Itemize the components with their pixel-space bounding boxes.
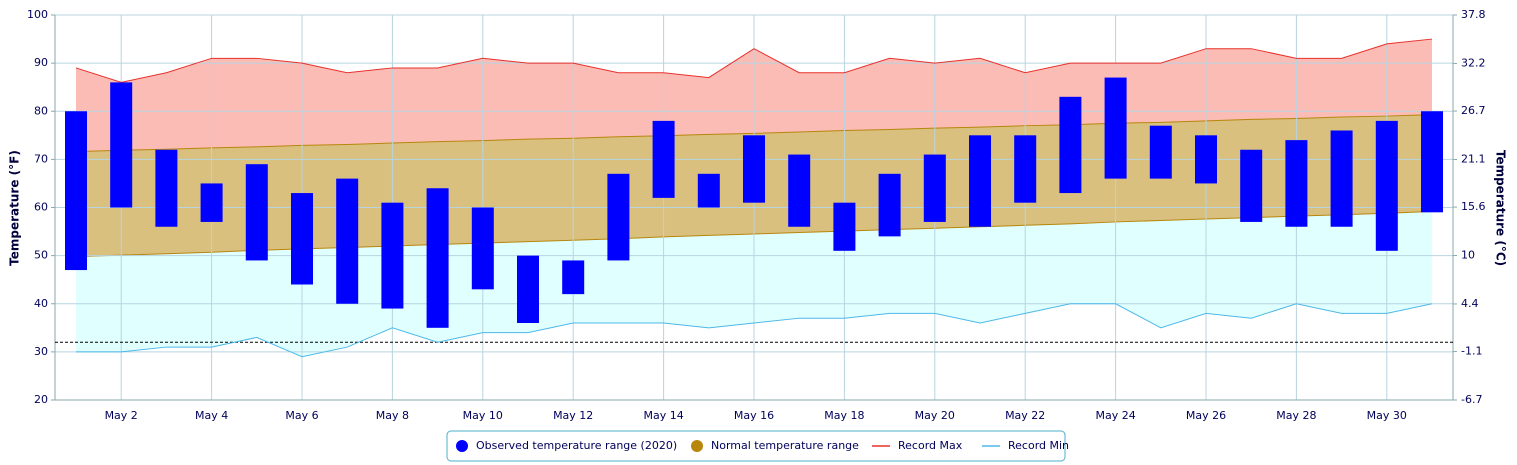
y2-tick-label: 21.1 bbox=[1461, 152, 1486, 165]
legend-marker[interactable] bbox=[456, 440, 468, 452]
observed-bar bbox=[833, 202, 856, 251]
y-tick-label: 70 bbox=[34, 152, 48, 165]
x-tick-label: May 26 bbox=[1186, 409, 1226, 422]
observed-bar bbox=[426, 188, 449, 328]
y2-tick-label: 4.4 bbox=[1461, 297, 1479, 310]
x-tick-label: May 6 bbox=[285, 409, 318, 422]
y-tick-label: 60 bbox=[34, 201, 48, 214]
observed-bar bbox=[969, 135, 991, 227]
y-axis-title: Temperature (°F) bbox=[8, 150, 22, 266]
observed-bar bbox=[110, 82, 133, 208]
y-tick-label: 40 bbox=[34, 297, 48, 310]
y2-tick-label: -1.1 bbox=[1461, 345, 1482, 358]
x-tick-label: May 2 bbox=[105, 409, 138, 422]
observed-bar bbox=[607, 173, 630, 261]
x-tick-label: May 18 bbox=[824, 409, 864, 422]
legend-label[interactable]: Normal temperature range bbox=[711, 439, 859, 452]
y-tick-label: 50 bbox=[34, 249, 48, 262]
observed-bar bbox=[245, 164, 268, 261]
observed-bar bbox=[697, 173, 720, 208]
legend-label[interactable]: Observed temperature range (2020) bbox=[476, 439, 677, 452]
x-tick-label: May 20 bbox=[915, 409, 955, 422]
y2-axis-title: Temperature (°C) bbox=[1494, 150, 1508, 266]
observed-bar bbox=[381, 202, 404, 309]
observed-bar bbox=[1375, 120, 1398, 251]
observed-bar bbox=[1104, 77, 1127, 179]
x-tick-label: May 22 bbox=[1005, 409, 1045, 422]
observed-bar bbox=[1330, 130, 1353, 227]
observed-bar bbox=[878, 173, 901, 237]
record-max-line bbox=[75, 38, 1433, 83]
observed-bar bbox=[65, 111, 87, 271]
x-tick-label: May 30 bbox=[1367, 409, 1407, 422]
observed-bar bbox=[1421, 111, 1443, 213]
observed-bar bbox=[1014, 135, 1037, 203]
x-tick-label: May 14 bbox=[643, 409, 683, 422]
legend-box bbox=[446, 430, 1066, 462]
legend-label[interactable]: Record Max bbox=[898, 439, 963, 452]
legend-label[interactable]: Record Min bbox=[1008, 439, 1069, 452]
y2-tick-label: 15.6 bbox=[1461, 200, 1486, 213]
observed-bar bbox=[923, 154, 946, 222]
observed-bar bbox=[788, 154, 811, 227]
x-tick-label: May 10 bbox=[463, 409, 503, 422]
x-tick-label: May 28 bbox=[1276, 409, 1316, 422]
x-tick-label: May 16 bbox=[734, 409, 774, 422]
observed-bar bbox=[562, 260, 585, 295]
observed-bar bbox=[1285, 140, 1308, 227]
y-tick-label: 20 bbox=[34, 393, 48, 406]
observed-bar bbox=[652, 120, 675, 198]
y-tick-label: 80 bbox=[34, 104, 48, 117]
x-tick-label: May 24 bbox=[1095, 409, 1135, 422]
observed-bar bbox=[336, 178, 359, 304]
observed-bar bbox=[471, 207, 494, 290]
observed-bar bbox=[1059, 96, 1082, 194]
observed-bar bbox=[1240, 149, 1263, 222]
y2-tick-label: 37.8 bbox=[1461, 8, 1486, 21]
legend-marker[interactable] bbox=[691, 440, 703, 452]
observed-bar bbox=[743, 135, 765, 203]
y2-tick-label: 10 bbox=[1461, 249, 1475, 262]
observed-bar bbox=[291, 193, 313, 285]
observed-bar bbox=[200, 183, 223, 222]
y2-tick-label: 32.2 bbox=[1461, 56, 1486, 69]
y2-tick-label: -6.7 bbox=[1461, 393, 1482, 406]
observed-bar bbox=[517, 255, 539, 323]
x-tick-label: May 8 bbox=[376, 409, 409, 422]
y-tick-label: 100 bbox=[27, 8, 48, 21]
observed-bar bbox=[1195, 135, 1217, 184]
observed-bar bbox=[155, 149, 178, 227]
y-tick-label: 90 bbox=[34, 56, 48, 69]
observed-bar bbox=[1149, 125, 1172, 179]
record-min-line bbox=[76, 303, 1433, 358]
y2-tick-label: 26.7 bbox=[1461, 104, 1486, 117]
x-tick-label: May 4 bbox=[195, 409, 228, 422]
x-tick-label: May 12 bbox=[553, 409, 593, 422]
y-tick-label: 30 bbox=[34, 345, 48, 358]
